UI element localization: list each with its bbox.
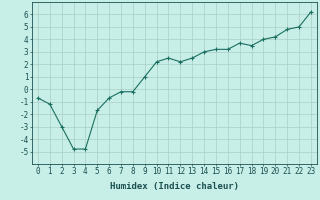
X-axis label: Humidex (Indice chaleur): Humidex (Indice chaleur) xyxy=(110,182,239,191)
